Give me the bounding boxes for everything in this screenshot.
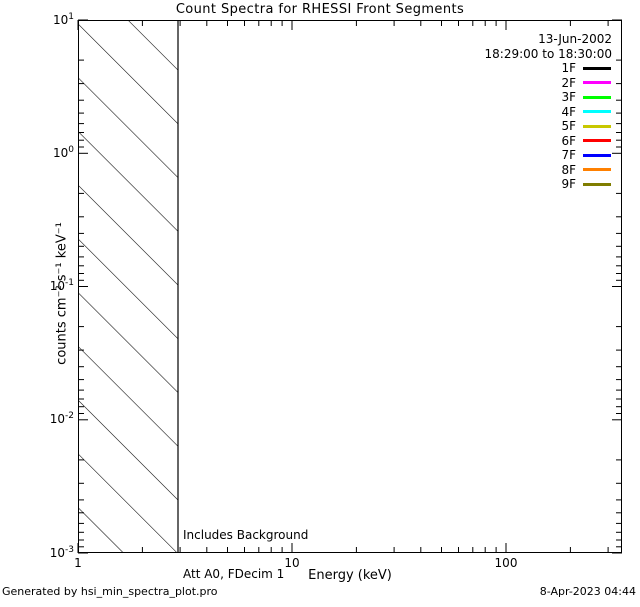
legend-item-label: 8F bbox=[561, 162, 576, 177]
y-tick-label-1e-2: 10-2 bbox=[22, 411, 74, 426]
y-tick-mantissa: 10 bbox=[52, 146, 69, 160]
y-tick-exponent: -3 bbox=[65, 545, 74, 555]
y-tick-mantissa: 10 bbox=[52, 13, 69, 27]
legend-item-1f: 1F bbox=[440, 61, 620, 76]
legend-color-swatch bbox=[583, 95, 611, 99]
x-tick-label-1-real: 1 bbox=[74, 556, 82, 570]
legend-color-swatch bbox=[583, 124, 611, 128]
x-axis-title: Energy (keV) bbox=[308, 568, 392, 583]
y-tick-mantissa: 10 bbox=[49, 546, 66, 560]
legend-item-9f: 9F bbox=[440, 177, 620, 192]
x-tick-label-10: 10 bbox=[284, 556, 300, 570]
legend-color-swatch bbox=[583, 153, 611, 157]
legend-item-label: 6F bbox=[561, 133, 576, 148]
legend-item-2f: 2F bbox=[440, 76, 620, 91]
x-tick-label-100: 100 bbox=[494, 556, 518, 570]
legend-item-7f: 7F bbox=[440, 148, 620, 163]
legend-item-6f: 6F bbox=[440, 134, 620, 149]
legend-item-label: 1F bbox=[561, 61, 576, 75]
legend-color-swatch bbox=[583, 81, 611, 85]
legend-item-label: 7F bbox=[561, 148, 576, 162]
annotation-attenuator-state: Att A0, FDecim 1 bbox=[183, 567, 285, 581]
legend-color-swatch bbox=[583, 182, 611, 186]
y-axis-title: counts cm⁻² s⁻¹ keV⁻¹ bbox=[54, 222, 70, 365]
footer-generated-by: Generated by hsi_min_spectra_plot.pro bbox=[2, 585, 218, 598]
legend-item-label: 4F bbox=[561, 104, 576, 119]
y-tick-exponent: -1 bbox=[65, 278, 74, 288]
y-tick-exponent: 0 bbox=[68, 145, 74, 155]
page-title: Count Spectra for RHESSI Front Segments bbox=[175, 2, 465, 17]
legend-item-label: 9F bbox=[561, 177, 576, 191]
legend-item-5f: 5F bbox=[440, 119, 620, 134]
y-tick-label-1e1: 101 bbox=[22, 12, 74, 27]
legend: 13-Jun-2002 18:29:00 to 18:30:00 1F 2F 3… bbox=[440, 32, 620, 192]
y-tick-label-1e-3: 10-3 bbox=[22, 545, 74, 560]
legend-item-8f: 8F bbox=[440, 163, 620, 178]
annotation-includes-background: Includes Background bbox=[183, 528, 309, 542]
legend-time-range: 18:29:00 to 18:30:00 bbox=[484, 46, 612, 61]
legend-item-label: 5F bbox=[561, 119, 576, 133]
legend-color-swatch bbox=[583, 139, 611, 143]
y-tick-label-1e0: 100 bbox=[22, 145, 74, 160]
legend-item-label: 2F bbox=[561, 75, 576, 90]
y-tick-mantissa: 10 bbox=[49, 412, 66, 426]
y-tick-label-1e-1: 10-1 bbox=[22, 278, 74, 293]
plot-annotations: Includes Background Att A0, FDecim 1 bbox=[183, 503, 308, 607]
legend-item-4f: 4F bbox=[440, 105, 620, 120]
legend-date: 13-Jun-2002 bbox=[538, 32, 612, 46]
legend-item-3f: 3F bbox=[440, 90, 620, 105]
legend-item-label: 3F bbox=[561, 90, 576, 104]
y-tick-exponent: 1 bbox=[68, 12, 74, 22]
legend-color-swatch bbox=[583, 66, 611, 70]
y-tick-mantissa: 10 bbox=[49, 279, 66, 293]
legend-color-swatch bbox=[583, 168, 611, 172]
footer-timestamp: 8-Apr-2023 04:44 bbox=[539, 585, 636, 598]
y-tick-exponent: -2 bbox=[65, 411, 74, 421]
legend-color-swatch bbox=[583, 110, 611, 114]
